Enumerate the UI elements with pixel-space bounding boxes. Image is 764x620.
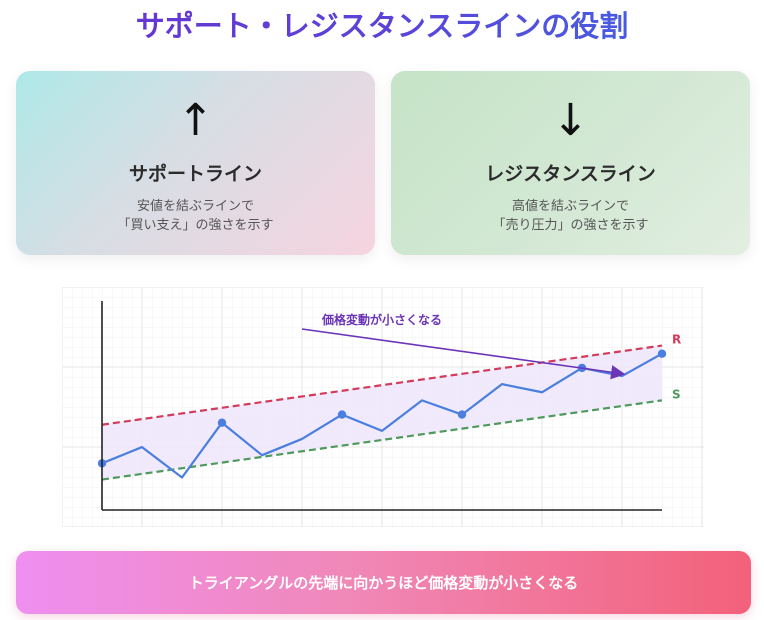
triangle-area: [102, 345, 662, 480]
price-point: [657, 349, 667, 358]
price-point: [217, 418, 227, 427]
support-line: [101, 399, 663, 481]
up-arrow-icon: ↑: [177, 95, 214, 146]
price-points: [97, 349, 667, 468]
support-desc-line-2: 「買い支え」の強さを示す: [117, 218, 274, 233]
triangle-chart: 価格変動が小さくなる R S: [62, 287, 704, 527]
page-title: サポート・レジスタンスラインの役割: [0, 6, 764, 46]
support-desc-line-1: 安値を結ぶラインで: [136, 199, 254, 214]
price-point: [457, 410, 467, 419]
annotation-label: 価格変動が小さくなる: [321, 312, 442, 327]
resistance-line-card: ↓ レジスタンスライン 高値を結ぶラインで 「売り圧力」の強さを示す: [391, 71, 750, 255]
summary-banner: トライアングルの先端に向かうほど価格変動が小さくなる: [16, 551, 751, 614]
support-line-description: 安値を結ぶラインで 「買い支え」の強さを示す: [16, 197, 375, 235]
price-line: [101, 352, 663, 479]
resistance-label: R: [672, 333, 681, 347]
support-label: S: [672, 387, 681, 401]
support-line-title: サポートライン: [128, 163, 262, 185]
annotation-arrow: [301, 328, 626, 380]
price-point: [337, 410, 347, 419]
triangle-chart-svg: 価格変動が小さくなる R S: [62, 287, 704, 527]
down-arrow-icon: ↓: [552, 95, 589, 146]
resistance-desc-line-1: 高値を結ぶラインで: [511, 199, 629, 214]
resistance-desc-line-2: 「売り圧力」の強さを示す: [492, 218, 649, 233]
support-line-card: ↑ サポートライン 安値を結ぶラインで 「買い支え」の強さを示す: [16, 71, 375, 255]
resistance-line-description: 高値を結ぶラインで 「売り圧力」の強さを示す: [391, 197, 750, 235]
resistance-line-title: レジスタンスライン: [485, 163, 656, 185]
resistance-line: [101, 344, 663, 426]
